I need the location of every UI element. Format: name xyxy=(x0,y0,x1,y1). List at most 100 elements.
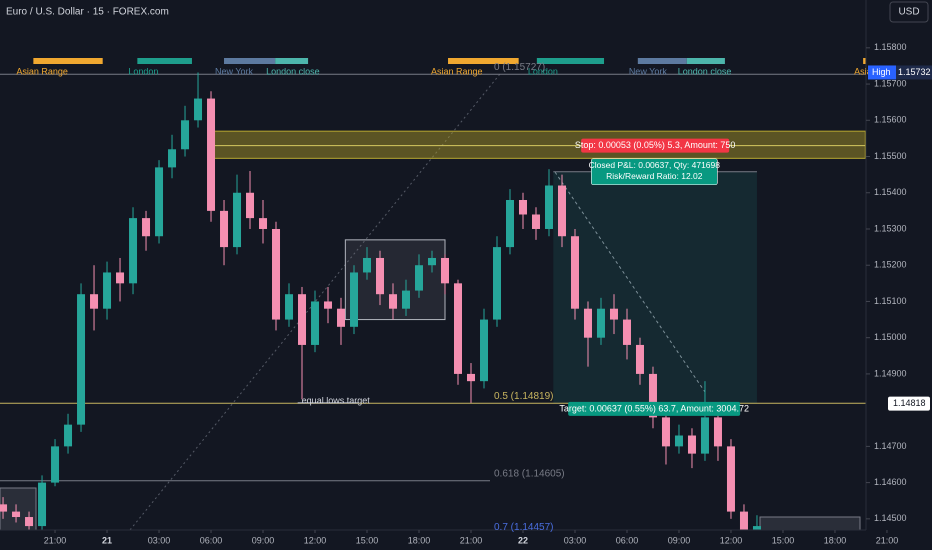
fib-label: 0.618 (1.14605) xyxy=(494,468,565,479)
y-tick-label: 1.14900 xyxy=(874,368,907,378)
stop-label: Stop: 0.00053 (0.05%) 5.3, Amount: 750 xyxy=(575,140,736,150)
candle-body xyxy=(453,283,462,374)
candle-body xyxy=(285,294,294,320)
candle-body xyxy=(12,511,21,518)
y-tick-label: 1.15700 xyxy=(874,78,907,88)
candle-body xyxy=(129,218,138,284)
candle-body xyxy=(441,257,449,284)
candle-body xyxy=(38,482,47,527)
candle-body xyxy=(181,120,190,150)
x-tick-label: 21 xyxy=(102,535,112,545)
candle-body xyxy=(661,417,670,447)
candle-body xyxy=(350,272,359,327)
session-bar xyxy=(536,58,605,64)
x-tick-label: 15:00 xyxy=(356,535,379,545)
candle-body xyxy=(479,319,488,382)
candle-body xyxy=(635,344,644,374)
candle-body xyxy=(220,210,229,248)
high-price-bg xyxy=(896,65,932,80)
candle-body xyxy=(389,294,398,309)
x-tick-label: 12:00 xyxy=(720,535,743,545)
x-tick-label: 06:00 xyxy=(616,535,639,545)
session-bar xyxy=(275,58,309,64)
session-bar xyxy=(686,58,725,64)
x-tick-label: 06:00 xyxy=(200,535,223,545)
fib-label: 0 (1.15727) xyxy=(494,62,545,73)
y-tick-label: 1.15800 xyxy=(874,42,907,52)
candle-body xyxy=(687,435,696,454)
candle-body xyxy=(259,218,268,229)
candle-body xyxy=(142,218,151,237)
candle-body xyxy=(583,308,592,338)
candle-body xyxy=(64,424,73,447)
y-tick-label: 1.15500 xyxy=(874,151,907,161)
x-tick-label: 18:00 xyxy=(824,535,847,545)
currency-button[interactable] xyxy=(889,1,929,23)
currency-label[interactable]: USD xyxy=(898,7,919,18)
candle-body xyxy=(324,301,333,309)
x-tick-label: 09:00 xyxy=(668,535,691,545)
candle-body xyxy=(531,214,540,229)
session-label: London close xyxy=(678,66,732,76)
session-bar xyxy=(137,58,192,64)
trade-path xyxy=(554,171,706,393)
candle-body xyxy=(77,294,86,425)
candle-body xyxy=(415,265,424,291)
x-tick-label: 22 xyxy=(518,535,528,545)
x-tick-label: 09:00 xyxy=(252,535,275,545)
candle-body xyxy=(194,98,203,121)
y-tick-label: 1.15000 xyxy=(874,332,907,342)
candle-body xyxy=(505,200,514,248)
session-bar xyxy=(33,58,103,64)
x-tick-label: 21:00 xyxy=(44,535,67,545)
session-label: London xyxy=(528,66,558,76)
candle-body xyxy=(726,446,735,512)
session-bar xyxy=(863,58,866,64)
next-box xyxy=(759,516,861,530)
high-tag: High xyxy=(872,67,891,77)
target-zone xyxy=(553,171,757,403)
x-tick-label: 18:00 xyxy=(408,535,431,545)
candle-body xyxy=(428,257,437,266)
candle-body xyxy=(25,517,34,527)
candle-body xyxy=(116,272,125,284)
candle-body xyxy=(0,504,8,512)
session-label: Asian Range xyxy=(431,66,483,76)
candle-body xyxy=(622,319,631,345)
candle-body xyxy=(311,301,320,345)
session-label: New York xyxy=(629,66,668,76)
pnl-label: Closed P&L: 0.00637, Qty: 471698 xyxy=(589,160,721,170)
y-tick-label: 1.14600 xyxy=(874,477,907,487)
candle-body xyxy=(103,272,112,309)
candle-body xyxy=(596,308,605,338)
candle-body xyxy=(155,167,164,237)
y-tick-label: 1.15100 xyxy=(874,296,907,306)
high-tag-bg xyxy=(868,65,896,80)
x-tick-label: 21:00 xyxy=(876,535,899,545)
candle-body xyxy=(570,236,579,309)
candle-body xyxy=(233,192,242,248)
fib-label: 0.5 (1.14819) xyxy=(494,391,554,402)
y-tick-label: 1.14700 xyxy=(874,441,907,451)
candle-body xyxy=(376,257,385,295)
x-tick-label: 12:00 xyxy=(304,535,327,545)
candle-body xyxy=(700,417,709,454)
candle-body xyxy=(51,446,60,483)
y-tick-label: 1.14500 xyxy=(874,513,907,523)
target-label-bg xyxy=(568,401,741,416)
candle-body xyxy=(609,308,618,320)
session-bar xyxy=(224,58,276,64)
plot-area xyxy=(0,58,866,530)
candle-body xyxy=(674,435,683,447)
candle-body xyxy=(466,373,475,382)
candle-body xyxy=(557,185,566,237)
y-tick-label: 1.15300 xyxy=(874,223,907,233)
high-price: 1.15732 xyxy=(898,67,931,77)
supply-zone xyxy=(210,130,866,159)
candle-body xyxy=(739,511,748,530)
candle-body xyxy=(207,98,216,211)
time-axis xyxy=(0,530,866,550)
price-axis xyxy=(866,0,932,550)
x-tick-label: 15:00 xyxy=(772,535,795,545)
